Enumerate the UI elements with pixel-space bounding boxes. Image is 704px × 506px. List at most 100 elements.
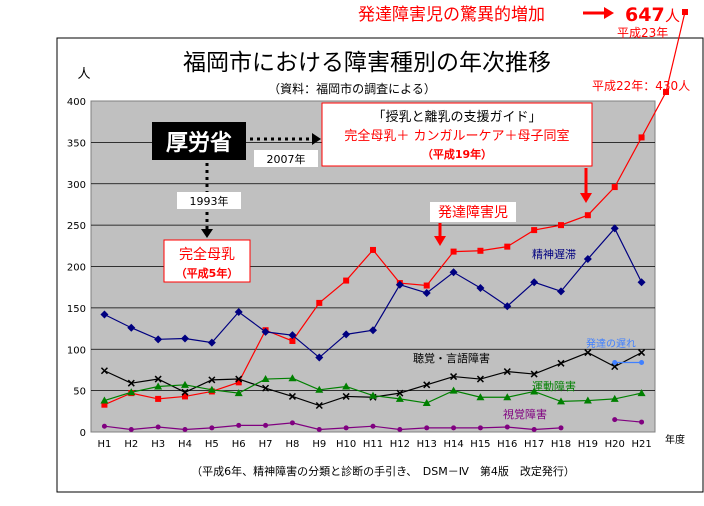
y-tick-label: 200 (67, 263, 86, 274)
x-tick-label: H6 (232, 439, 246, 450)
data-point (315, 353, 324, 362)
data-point (451, 425, 457, 431)
breastfeeding-title: 完全母乳 (179, 246, 235, 263)
data-point (182, 427, 188, 433)
data-point (315, 401, 323, 410)
data-point (557, 287, 565, 296)
data-point (531, 427, 537, 433)
data-point (395, 280, 404, 289)
data-point (558, 425, 564, 431)
year-1993-box (177, 192, 241, 209)
data-point (423, 381, 431, 389)
data-point (235, 379, 242, 386)
x-tick-label: H13 (417, 439, 437, 450)
x-tick-label: H19 (578, 439, 598, 450)
data-point (638, 349, 646, 357)
guide-year: （平成19年） (422, 147, 492, 161)
y-tick-label: 150 (67, 304, 86, 315)
mhlw-box (152, 122, 246, 160)
data-point (369, 391, 377, 399)
series-1 (100, 224, 646, 362)
data-point (236, 422, 242, 428)
breastfeeding-box (163, 239, 251, 283)
data-point (261, 375, 270, 383)
footnote: （平成6年、精神障害の分類と診断の手引き、 DSM－Ⅳ 第4版 改定発行） (191, 464, 575, 478)
x-tick-label: H7 (259, 439, 273, 450)
data-point (503, 302, 512, 311)
data-point (343, 425, 349, 431)
guide-title: 「授乳と離乳の支援ガイド」 (372, 110, 541, 125)
series-4 (101, 417, 645, 433)
series-line (104, 422, 562, 431)
series-label-chokaku: 聴覚・言語障害 (413, 351, 490, 365)
data-point (154, 335, 163, 344)
data-point (422, 399, 431, 407)
data-point (610, 394, 619, 402)
series-label-seishin: 精神遅滞 (532, 247, 576, 261)
series-label-hattatsu-okure: 発達の遅れ (586, 337, 636, 350)
breastfeeding-year: （平成5年） (176, 266, 239, 280)
x-tick-label: H8 (285, 439, 299, 450)
series-label-undo: 運動障害 (532, 379, 576, 393)
x-tick-label: H17 (524, 439, 544, 450)
x-tick-label: H1 (97, 439, 111, 450)
data-point (128, 427, 134, 433)
data-point (263, 422, 269, 428)
x-tick-label: H4 (178, 439, 192, 450)
data-point (610, 224, 619, 233)
data-point (100, 396, 109, 404)
data-point-h22 (663, 89, 669, 95)
data-point (207, 385, 216, 393)
data-point (422, 288, 431, 297)
data-point (288, 392, 296, 400)
mhlw-right-arrow-icon (312, 133, 321, 145)
y-tick-label: 300 (67, 180, 86, 191)
data-point (370, 246, 376, 253)
data-point (504, 424, 510, 430)
data-point (181, 334, 189, 343)
data-point (639, 419, 645, 425)
data-point (557, 397, 565, 405)
x-tick-label: H2 (124, 439, 138, 450)
headline-arrow-icon (583, 7, 614, 19)
data-point (343, 277, 350, 284)
data-point (154, 382, 163, 390)
label-h23: 平成23年 (617, 26, 668, 40)
data-point (637, 389, 646, 397)
y-axis-ticks: 0 50 100 150 200 250 300 350 400 (67, 97, 86, 439)
x-tick-label: H3 (151, 439, 165, 450)
x-tick-label: H18 (551, 439, 571, 450)
data-point (208, 376, 216, 384)
data-point (209, 425, 215, 431)
y-axis-label: 人 (77, 67, 90, 82)
data-point (449, 268, 458, 277)
mhlw-down-arrow-icon (201, 229, 213, 238)
data-point (450, 373, 458, 381)
y-tick-label: 50 (73, 387, 86, 398)
data-point (424, 425, 430, 431)
data-point (476, 284, 485, 293)
data-point (289, 337, 296, 344)
data-point (423, 282, 430, 289)
x-tick-label: H21 (631, 439, 651, 450)
data-point (342, 330, 351, 339)
year-1993-label: 1993年 (190, 194, 229, 208)
data-point (316, 299, 323, 306)
data-point (100, 367, 108, 375)
mhlw-label: 厚労省 (166, 130, 232, 156)
data-point (530, 370, 538, 378)
data-point (127, 323, 136, 332)
data-point (127, 388, 136, 396)
y-tick-label: 100 (67, 345, 86, 356)
label-h22: 平成22年：430人 (592, 79, 690, 93)
data-point (583, 396, 592, 404)
data-point (342, 392, 350, 400)
guide-content: 完全母乳＋ カンガルーケア＋母子同室 (344, 128, 569, 144)
data-point (261, 327, 270, 336)
hattatsu-label-box (430, 202, 516, 222)
hattatsu-down-arrow-icon (434, 223, 446, 246)
x-tick-label: H11 (363, 439, 383, 450)
x-tick-label: H12 (390, 439, 410, 450)
data-point (477, 425, 483, 431)
